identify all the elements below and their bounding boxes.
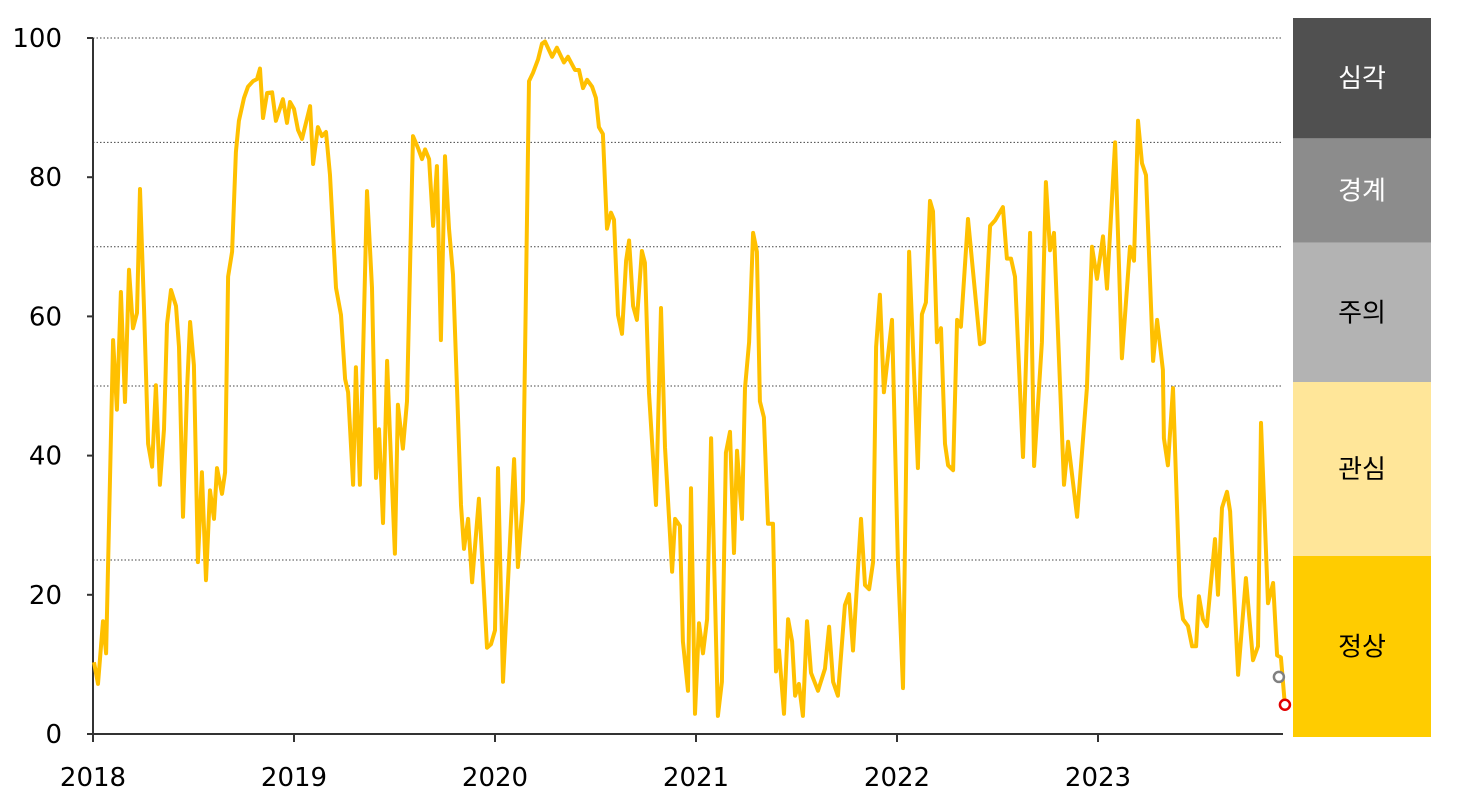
highlight-marker: [1278, 698, 1292, 712]
band-3: [1293, 382, 1431, 556]
band-label: 주의: [1338, 298, 1386, 328]
y-tick-label: 40: [29, 442, 62, 472]
reference-gridlines: [93, 37, 1283, 561]
x-tick-label: 2020: [462, 763, 528, 793]
y-tick-label: 60: [29, 302, 62, 332]
x-tick-label: 2019: [261, 763, 327, 793]
x-tick-label: 2021: [663, 763, 729, 793]
highlight-marker: [1272, 670, 1286, 684]
band-1: [1293, 138, 1431, 243]
band-label: 심각: [1338, 64, 1386, 94]
x-tick-label: 2022: [864, 763, 930, 793]
band-2: [1293, 242, 1431, 382]
band-label: 정상: [1338, 633, 1386, 663]
band-label: 관심: [1338, 455, 1386, 485]
y-tick-label: 100: [12, 24, 62, 54]
band-label: 경계: [1338, 177, 1386, 207]
axes: 0 20 40 60 80 100 2018 2019 2020 2021 2022 2023: [12, 24, 1283, 793]
series-layer: [92, 39, 1287, 718]
band-4: [1293, 556, 1431, 737]
y-tick-label: 20: [29, 581, 62, 611]
y-tick-label: 0: [45, 720, 62, 750]
y-tick-label: 80: [29, 163, 62, 193]
marker-layer: [1272, 670, 1292, 712]
x-tick-label: 2023: [1065, 763, 1131, 793]
x-tick-label: 2018: [60, 763, 126, 793]
band-0: [1293, 18, 1431, 139]
